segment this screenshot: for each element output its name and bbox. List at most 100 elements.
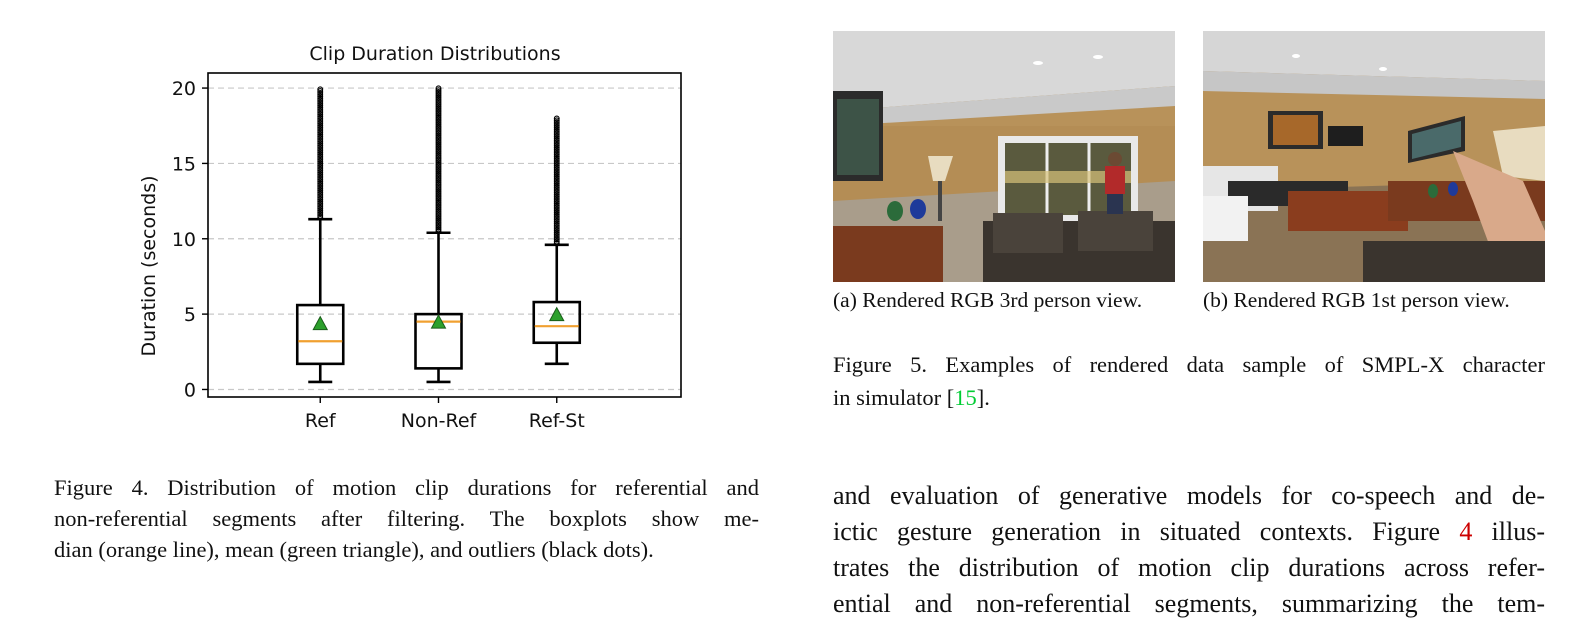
outlier-dot xyxy=(435,163,442,170)
outlier-dot xyxy=(317,160,324,167)
outlier-dot xyxy=(553,146,560,153)
outlier-dot xyxy=(435,161,442,168)
outlier-dot xyxy=(553,153,560,160)
outlier-dot xyxy=(435,222,442,229)
outlier-dot xyxy=(553,126,560,133)
outlier-dot xyxy=(435,228,442,235)
outlier-dot xyxy=(317,127,324,134)
outlier-dot xyxy=(553,229,560,236)
outlier-dot xyxy=(317,189,324,196)
outlier-dot xyxy=(553,122,560,129)
outlier-dot xyxy=(435,170,442,177)
y-axis-label: Duration (seconds) xyxy=(138,175,160,356)
outlier-dot xyxy=(435,181,442,188)
outlier-dot xyxy=(317,111,324,118)
outlier-dot xyxy=(553,224,560,230)
outlier-dot xyxy=(553,234,560,241)
outlier-dot xyxy=(435,224,442,231)
outlier-dot xyxy=(317,140,324,147)
outlier-dot xyxy=(435,157,442,164)
outlier-dot xyxy=(435,127,442,133)
outlier-dot xyxy=(317,91,324,98)
outlier-dot xyxy=(435,201,442,208)
x-tick-label: Ref xyxy=(305,410,337,432)
rendered-3rd-person-image xyxy=(833,31,1175,282)
iqr-box xyxy=(295,303,345,366)
outlier-dot xyxy=(435,89,442,95)
y-tick-label: 15 xyxy=(172,153,196,175)
outlier-dot xyxy=(435,172,442,179)
outlier-dot xyxy=(317,214,324,221)
outlier-dot xyxy=(435,136,442,142)
outlier-dot xyxy=(435,154,442,161)
outlier-dot xyxy=(317,104,324,111)
outlier-dot xyxy=(317,113,324,120)
outlier-dot xyxy=(317,106,324,113)
outlier-dot xyxy=(553,186,560,192)
outlier-dot xyxy=(317,89,324,96)
outlier-dot xyxy=(435,150,442,157)
outlier-dot xyxy=(553,198,560,205)
outlier-dot xyxy=(553,233,560,240)
outlier-dot xyxy=(553,168,560,174)
outlier-dot xyxy=(317,211,324,218)
outlier-dot xyxy=(317,109,324,116)
outlier-dot xyxy=(553,204,560,211)
outlier-dot xyxy=(317,131,324,138)
outlier-dot xyxy=(317,193,324,199)
outlier-dot xyxy=(317,174,324,181)
body-text: ictic gesture generation in situated con… xyxy=(833,517,1460,546)
y-tick-label: 20 xyxy=(172,78,196,100)
outlier-dot xyxy=(435,98,442,104)
outlier-dot xyxy=(435,137,442,144)
outlier-dot xyxy=(435,159,442,166)
outlier-dot xyxy=(317,164,324,170)
outlier-dot xyxy=(435,190,442,197)
outlier-dot xyxy=(317,93,324,100)
citation-link[interactable]: 15 xyxy=(954,385,977,410)
y-tick-label: 5 xyxy=(184,304,196,326)
outlier-dot xyxy=(553,207,560,214)
outlier-dot xyxy=(317,169,324,176)
y-ticks: 0 5 10 15 20 xyxy=(172,78,208,401)
outlier-dot xyxy=(435,212,442,218)
outlier-dot xyxy=(553,180,560,187)
rendered-1st-person-image xyxy=(1203,31,1545,282)
outlier-dot xyxy=(553,162,560,169)
outlier-dot xyxy=(435,148,442,155)
body-line: trates the distribution of motion clip d… xyxy=(833,553,1545,582)
outlier-dot xyxy=(317,151,324,158)
outlier-dot xyxy=(553,164,560,171)
outlier-dot xyxy=(435,184,442,191)
outlier-dot xyxy=(317,138,324,145)
box-group-non-ref xyxy=(414,85,463,384)
outlier-dot xyxy=(553,182,560,189)
outlier-dot xyxy=(317,95,324,102)
grid-lines xyxy=(208,87,681,391)
y-tick-label: 0 xyxy=(184,379,196,401)
outlier-dot xyxy=(553,133,560,140)
outlier-dot xyxy=(317,187,324,194)
outlier-dot xyxy=(317,173,324,180)
outlier-dot xyxy=(435,99,442,106)
outlier-dot xyxy=(553,119,560,126)
outlier-dot xyxy=(553,227,560,234)
outlier-dot xyxy=(553,160,560,167)
outlier-dot xyxy=(317,144,324,151)
outlier-dot xyxy=(317,167,324,174)
outlier-dot xyxy=(317,97,324,104)
outlier-dot xyxy=(317,118,324,125)
outlier-dot xyxy=(317,162,324,169)
outlier-dot xyxy=(317,194,324,201)
outlier-dot xyxy=(435,101,442,108)
outlier-dot xyxy=(317,209,324,216)
outlier-dot xyxy=(435,117,442,124)
outlier-dot xyxy=(435,215,442,222)
outlier-dot xyxy=(553,184,560,191)
outlier-dot xyxy=(553,225,560,232)
outlier-dot xyxy=(317,147,324,154)
outlier-dot xyxy=(435,134,442,141)
figure-reference-link[interactable]: 4 xyxy=(1459,517,1473,546)
outlier-dot xyxy=(553,200,560,207)
outlier-dot xyxy=(435,177,442,184)
